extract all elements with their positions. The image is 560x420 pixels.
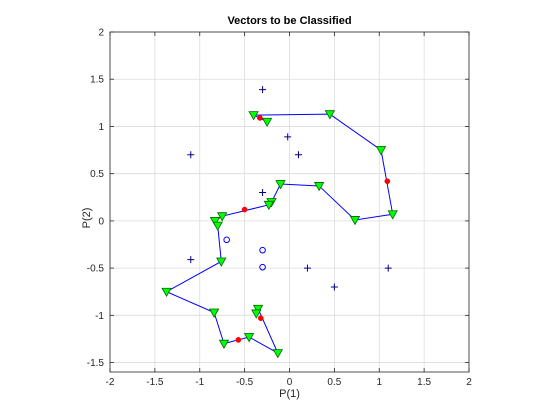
y-tick-label: 2 [98, 28, 104, 39]
x-tick-label: -0.5 [236, 377, 254, 388]
triangle-point [375, 146, 387, 156]
axis-ticks: -2 -1.5 -1 -0.5 0 0.5 1 1.5 2-1.5-1-0.500.511.52 [87, 28, 472, 389]
x-tick-label: 0 [287, 377, 293, 388]
plus-point [294, 151, 302, 159]
dot-point [384, 178, 391, 185]
dot-point [257, 315, 264, 322]
dot-point [235, 337, 242, 343]
circle-point [259, 263, 266, 271]
triangle-point [263, 200, 275, 211]
x-tick-label: -2 [106, 377, 115, 388]
triangle-point [161, 287, 172, 298]
plot-series [161, 86, 398, 359]
plus-point [384, 264, 392, 272]
chart-title: Vectors to be Classified [227, 15, 351, 27]
triangle-point [313, 182, 325, 192]
y-tick-label: -0.5 [87, 264, 105, 275]
x-tick-label: -1 [195, 377, 204, 388]
triangle-point [387, 210, 398, 220]
triangle-point [212, 221, 223, 231]
triangle-point [324, 110, 336, 120]
triangle-point [209, 216, 221, 227]
triangle-point [218, 339, 230, 349]
plus-point [330, 283, 338, 291]
dot-point [241, 206, 248, 213]
triangle-point [248, 111, 259, 121]
circle-point [223, 236, 230, 244]
x-tick-label: 1.5 [417, 377, 431, 388]
y-tick-label: 1 [98, 122, 104, 133]
plus-point [259, 189, 267, 197]
x-tick-label: 0.5 [327, 377, 341, 388]
y-tick-label: -1.5 [87, 358, 105, 369]
circle-point [259, 246, 266, 254]
plus-point [259, 86, 267, 94]
triangle-point [243, 333, 255, 343]
plus-point [303, 264, 311, 272]
triangle-point [252, 304, 264, 315]
triangle-point [275, 180, 286, 190]
triangle-point [217, 212, 228, 222]
triangle-point [272, 349, 284, 359]
plus-point [187, 151, 195, 159]
triangle-point [261, 117, 273, 128]
y-tick-label: 1.5 [90, 75, 104, 86]
triangle-point [216, 257, 227, 267]
triangle-point [208, 308, 220, 318]
x-axis-label: P(1) [279, 388, 300, 400]
x-tick-label: 2 [466, 377, 472, 388]
x-tick-label: -1.5 [146, 377, 164, 388]
triangle-point [349, 216, 361, 226]
plus-point [284, 133, 292, 141]
plus-point [187, 256, 195, 264]
y-axis-label: P(2) [81, 208, 93, 229]
x-tick-label: 1 [376, 377, 382, 388]
y-tick-label: 0.5 [90, 169, 104, 180]
y-tick-label: 0 [98, 216, 104, 227]
y-tick-label: -1 [95, 311, 104, 322]
triangle-point [251, 309, 262, 319]
dot-point [257, 115, 263, 121]
